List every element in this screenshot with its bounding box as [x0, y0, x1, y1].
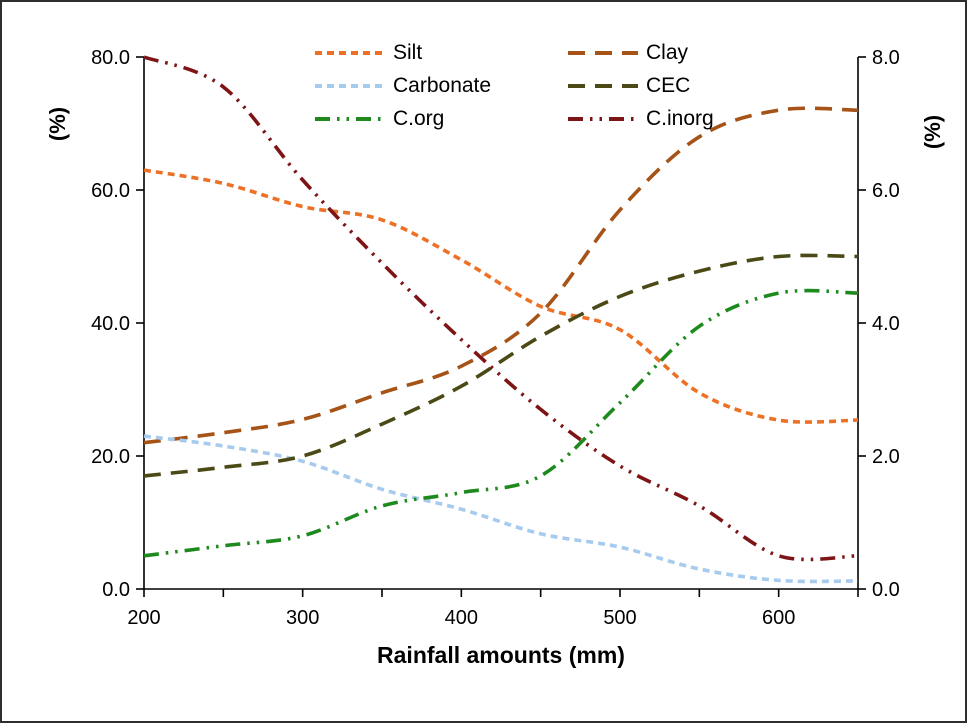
left-y-tick-label: 40.0: [91, 313, 130, 335]
x-axis-title: Rainfall amounts (mm): [377, 642, 625, 668]
right-y-tick-label: 6.0: [872, 180, 900, 202]
left-y-tick-label: 0.0: [102, 579, 130, 601]
right-y-tick-label: 8.0: [872, 47, 900, 69]
left-y-tick-label: 80.0: [91, 47, 130, 69]
left-axis-title: (%): [45, 106, 70, 142]
left-y-tick-label: 20.0: [91, 446, 130, 468]
x-tick-label: 600: [762, 607, 795, 629]
x-tick-label: 500: [603, 607, 636, 629]
series-line-c-org: [143, 288, 859, 558]
series-line-carbonate: [143, 434, 859, 584]
x-tick-label: 400: [445, 607, 478, 629]
series-line-clay: [143, 106, 859, 445]
right-y-tick-label: 2.0: [872, 446, 900, 468]
series-line-c-inorg: [143, 55, 859, 562]
series-line-silt: [143, 168, 859, 424]
x-tick-label: 300: [286, 607, 319, 629]
right-axis-title: (%): [920, 114, 945, 150]
left-y-tick-label: 60.0: [91, 180, 130, 202]
series-line-cec: [143, 253, 859, 478]
x-tick-label: 200: [127, 607, 160, 629]
right-y-tick-label: 0.0: [872, 579, 900, 601]
right-y-tick-label: 4.0: [872, 313, 900, 335]
